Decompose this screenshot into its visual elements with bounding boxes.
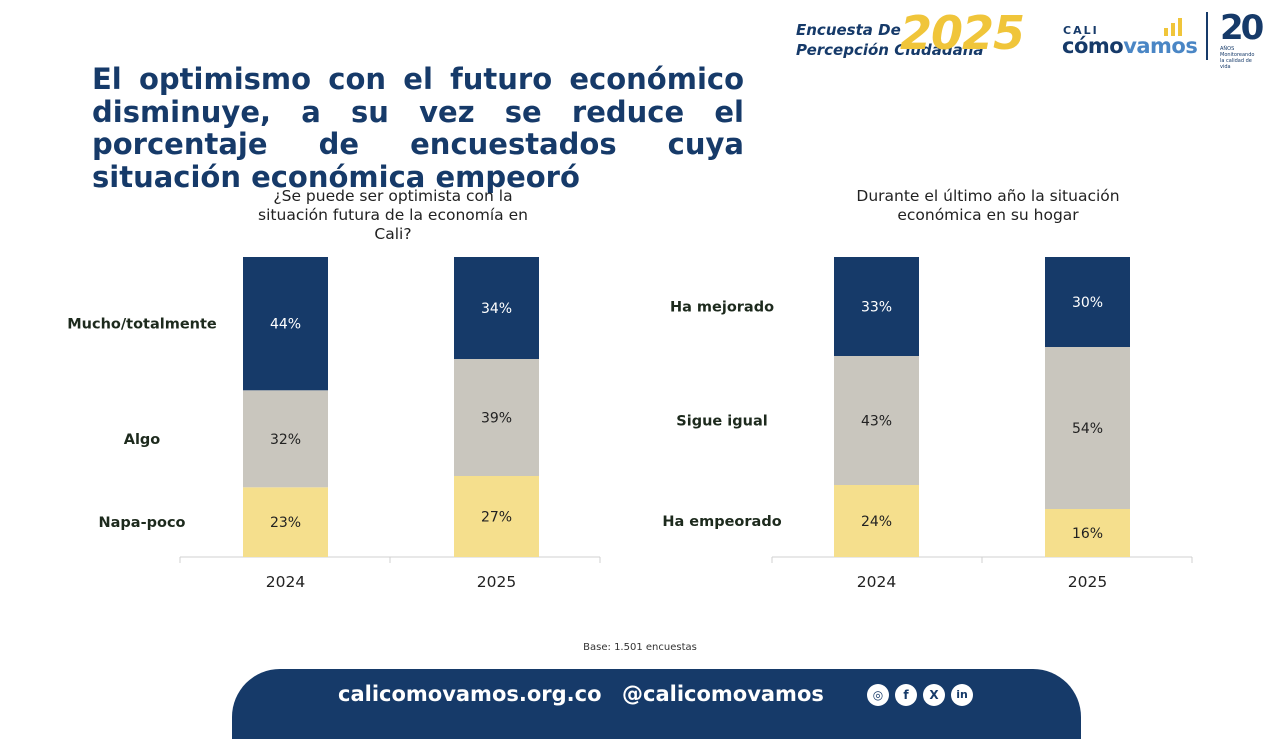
- chart-2-data-label: 16%: [1072, 526, 1103, 542]
- linkedin-icon[interactable]: in: [951, 684, 973, 706]
- footer-website-link[interactable]: calicomovamos.org.co: [338, 682, 602, 706]
- chart-1-data-label: 23%: [270, 515, 301, 531]
- survey-year: 2025: [900, 6, 1025, 60]
- chart-1-bar-segment: [454, 359, 539, 476]
- chart-2-category-label: 2024: [857, 573, 896, 591]
- chart-1-legend-label: Algo: [124, 432, 161, 448]
- footer-handle-link[interactable]: @calicomovamos: [622, 682, 824, 706]
- chart-1-bar-segment: [454, 476, 539, 557]
- chart-2-data-label: 43%: [861, 414, 892, 430]
- chart-2-data-label: 24%: [861, 514, 892, 530]
- brand-header: Encuesta De Percepción Ciudadana 2025 CA…: [796, 6, 1276, 72]
- como-text: cómo: [1062, 34, 1124, 58]
- chart-1-legend-label: Mucho/totalmente: [67, 317, 217, 333]
- survey-line-1: Encuesta De: [796, 21, 901, 39]
- footer-bar: calicomovamos.org.co @calicomovamos ◎ f …: [232, 669, 1081, 739]
- chart-2-bar-segment: [834, 257, 919, 356]
- chart-2-data-label: 33%: [861, 300, 892, 316]
- chart-2-bar-segment: [1045, 347, 1130, 509]
- base-note: Base: 1.501 encuestas: [583, 642, 697, 653]
- chart-2-legend-label: Sigue igual: [676, 414, 767, 430]
- chart-2-category-label: 2025: [1068, 573, 1107, 591]
- chart-1-data-label: 39%: [481, 411, 512, 427]
- survey-line-2: Percepción Ciudadana: [796, 41, 984, 59]
- chart-1-data-label: 32%: [270, 432, 301, 448]
- chart-2-legend-label: Ha mejorado: [670, 300, 774, 316]
- instagram-icon[interactable]: ◎: [867, 684, 889, 706]
- chart-1-category-label: 2024: [266, 573, 305, 591]
- chart-1-legend-label: Napa-poco: [99, 515, 186, 531]
- chart-1-bar-segment: [243, 487, 328, 557]
- facebook-icon[interactable]: f: [895, 684, 917, 706]
- chart-1-category-label: 2025: [477, 573, 516, 591]
- chart-2-title: Durante el último año la situación econó…: [856, 187, 1120, 224]
- cali-label: CALI: [1063, 24, 1099, 37]
- chart-1-bar-segment: [243, 390, 328, 488]
- chart-1-data-label: 44%: [270, 317, 301, 333]
- anniversary-subtext: AÑOS Monitoreando la calidad de vida: [1220, 46, 1255, 70]
- charts-canvas: 23% 32% 44% 2024 27% 39% 34% 2025 Napa-poco Algo M…: [67, 257, 1193, 591]
- brand-divider: [1206, 12, 1208, 60]
- chart-1-bar-segment: [454, 257, 539, 359]
- survey-logo: Encuesta De Percepción Ciudadana: [796, 20, 996, 60]
- x-icon[interactable]: X: [923, 684, 945, 706]
- vamos-text: vamos: [1123, 34, 1198, 58]
- como-vamos-logo: cómovamos: [1062, 34, 1198, 58]
- anniversary-logo: 20: [1220, 8, 1264, 48]
- chart-2-data-label: 30%: [1072, 295, 1103, 311]
- chart-2-legend-label: Ha empeorado: [662, 514, 781, 530]
- chart-2-bar-segment: [834, 356, 919, 485]
- chart-2-data-label: 54%: [1072, 421, 1103, 437]
- chart-1-data-label: 27%: [481, 510, 512, 526]
- page-headline: El optimismo con el futuro económico dis…: [92, 62, 744, 194]
- bar-chart-icon: [1164, 18, 1182, 36]
- chart-2-bar-segment: [1045, 509, 1130, 557]
- chart-2-bar-segment: [1045, 257, 1130, 347]
- chart-1-data-label: 34%: [481, 301, 512, 317]
- chart-1-bar-segment: [243, 257, 328, 391]
- chart-1-title: ¿Se puede ser optimista con la situación…: [258, 187, 528, 243]
- chart-2-bar-segment: [834, 485, 919, 557]
